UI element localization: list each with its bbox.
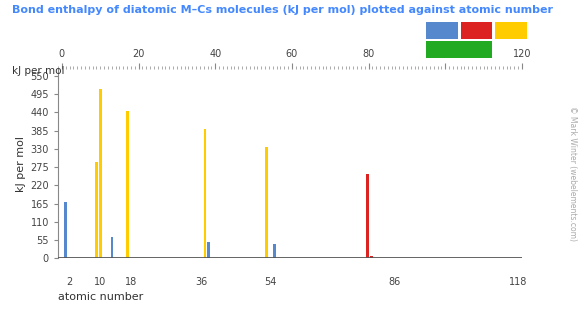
Text: 54: 54 — [264, 277, 277, 287]
Bar — [273, 244, 276, 258]
Text: 86: 86 — [388, 277, 401, 287]
Text: 118: 118 — [509, 277, 527, 287]
Bar — [126, 111, 129, 258]
Bar — [208, 242, 210, 258]
Bar — [64, 202, 67, 258]
Text: atomic number: atomic number — [58, 292, 143, 302]
Bar — [99, 89, 102, 258]
Text: 2: 2 — [67, 277, 72, 287]
Text: Bond enthalpy of diatomic M–Cs molecules (kJ per mol) plotted against atomic num: Bond enthalpy of diatomic M–Cs molecules… — [12, 5, 553, 15]
Text: © Mark Winter (webelements.com): © Mark Winter (webelements.com) — [568, 106, 577, 241]
Text: 36: 36 — [195, 277, 207, 287]
Bar — [266, 147, 268, 258]
Text: kJ per mol: kJ per mol — [12, 66, 64, 76]
Text: 10: 10 — [95, 277, 107, 287]
Y-axis label: kJ per mol: kJ per mol — [16, 136, 26, 192]
Bar — [366, 174, 369, 258]
Text: 18: 18 — [125, 277, 137, 287]
Bar — [370, 256, 372, 258]
Bar — [204, 129, 206, 258]
Bar — [95, 162, 98, 258]
Bar — [111, 237, 114, 258]
